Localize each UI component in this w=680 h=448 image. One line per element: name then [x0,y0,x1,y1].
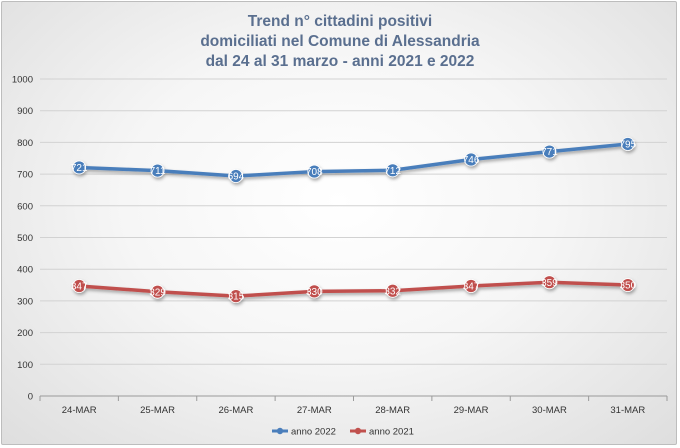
y-tick-label: 300 [17,296,33,307]
x-tick-label: 31-MAR [610,405,645,416]
y-tick-label: 600 [17,201,33,212]
y-tick-label: 500 [17,233,33,244]
data-point [620,137,635,151]
data-label: 795 [619,140,636,151]
data-point [307,284,322,299]
data-label: 721 [71,163,88,174]
y-tick-label: 400 [17,265,33,276]
series-0 [72,137,635,183]
x-tick-label: 28-MAR [375,405,410,416]
legend-swatch-marker [276,427,284,435]
x-tick-label: 29-MAR [454,405,489,416]
data-point [542,275,557,290]
legend-item-1: anno 2021 [350,427,414,438]
x-tick-label: 25-MAR [140,405,175,416]
data-point [229,169,243,183]
data-label: 359 [541,278,558,289]
data-point [385,163,400,178]
data-point [385,283,400,298]
data-labels-0: 721 711 694 708 712 746 771 795 [71,140,637,183]
chart-title-line-1: Trend n° cittadini positivi [247,13,433,30]
data-point [542,144,557,159]
chart-title: Trend n° cittadini positivi domiciliati … [2,12,676,72]
series-line [77,142,630,178]
x-tick-label: 26-MAR [219,405,254,416]
data-point [464,152,478,167]
y-tick-label: 700 [17,170,33,181]
series-line [77,280,630,298]
data-label: 330 [306,287,323,298]
data-point [72,160,87,175]
data-point [620,278,635,292]
data-label: 347 [71,282,88,293]
y-tick-label: 800 [17,138,33,149]
data-label: 694 [228,172,245,183]
y-tick-label: 900 [17,106,33,117]
data-point [150,163,165,178]
data-point [150,284,165,299]
chart-title-line-3: dal 24 al 31 marzo - anni 2021 e 2022 [205,53,475,70]
y-tick-label: 200 [17,328,33,339]
legend-label: anno 2022 [291,427,336,438]
data-label: 329 [149,287,166,298]
y-tick-label: 0 [28,392,33,403]
data-point [464,279,478,293]
data-label: 332 [384,286,401,297]
data-point [72,279,87,293]
data-point [307,164,322,179]
x-tick-label: 30-MAR [532,405,567,416]
y-tick-label: 100 [17,360,33,371]
legend-swatch-marker [354,427,362,435]
data-label: 347 [463,282,480,293]
data-label: 315 [228,292,245,303]
series-1 [72,275,635,304]
data-point [229,289,243,304]
x-tick-label: 24-MAR [62,405,97,416]
x-tick-label: 27-MAR [297,405,332,416]
data-labels-1: 347 329 315 330 332 347 359 350 [71,278,637,303]
data-label: 712 [384,166,401,177]
data-label: 708 [306,167,323,178]
data-label: 746 [463,155,480,166]
chart-title-line-2: domiciliati nel Comune di Alessandria [200,33,480,50]
data-label: 771 [541,147,558,158]
legend-item-0: anno 2022 [272,427,336,438]
data-label: 350 [619,281,636,292]
data-label: 711 [150,166,166,177]
y-tick-label: 1000 [12,75,33,86]
legend-label: anno 2021 [369,427,414,438]
